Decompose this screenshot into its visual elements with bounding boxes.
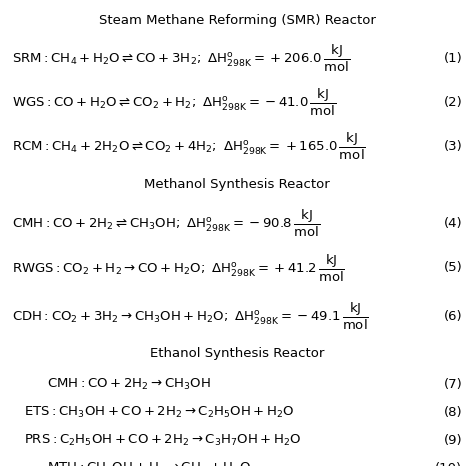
Text: (7): (7) (443, 378, 462, 391)
Text: $\mathrm{WGS: CO + H_2O \rightleftharpoons CO_2 + H_2;\ \Delta H^{o}_{298K} = -4: $\mathrm{WGS: CO + H_2O \rightleftharpoo… (12, 87, 336, 118)
Text: $\mathrm{CMH: CO + 2H_2 \rightarrow CH_3OH}$: $\mathrm{CMH: CO + 2H_2 \rightarrow CH_3… (47, 377, 211, 392)
Text: Methanol Synthesis Reactor: Methanol Synthesis Reactor (144, 178, 330, 191)
Text: Steam Methane Reforming (SMR) Reactor: Steam Methane Reforming (SMR) Reactor (99, 14, 375, 27)
Text: (4): (4) (444, 217, 462, 230)
Text: (9): (9) (444, 434, 462, 447)
Text: $\mathrm{CDH: CO_2 + 3H_2 \rightarrow CH_3OH + H_2O;\ \Delta H^{o}_{298K} = -49.: $\mathrm{CDH: CO_2 + 3H_2 \rightarrow CH… (12, 302, 369, 332)
Text: $\mathrm{SRM: CH_4 + H_2O \rightleftharpoons CO + 3H_2;\ \Delta H^{o}_{298K} = +: $\mathrm{SRM: CH_4 + H_2O \rightleftharp… (12, 43, 350, 74)
Text: (5): (5) (443, 261, 462, 274)
Text: (2): (2) (443, 96, 462, 109)
Text: $\mathrm{PRS: C_2H_5OH + CO + 2H_2 \rightarrow C_3H_7OH + H_2O}$: $\mathrm{PRS: C_2H_5OH + CO + 2H_2 \righ… (24, 433, 301, 448)
Text: (3): (3) (443, 140, 462, 153)
Text: Ethanol Synthesis Reactor: Ethanol Synthesis Reactor (150, 347, 324, 360)
Text: $\mathrm{RWGS: CO_2 + H_2 \rightarrow CO + H_2O;\ \Delta H^{o}_{298K} = +41.2\,\: $\mathrm{RWGS: CO_2 + H_2 \rightarrow CO… (12, 253, 345, 283)
Text: (1): (1) (443, 52, 462, 65)
Text: $\mathrm{MTH: CH_3OH + H_2 \rightarrow CH_4 + H_2O}$: $\mathrm{MTH: CH_3OH + H_2 \rightarrow C… (47, 461, 251, 466)
Text: (10): (10) (435, 462, 462, 466)
Text: $\mathrm{CMH: CO + 2H_2 \rightleftharpoons CH_3OH;\ \Delta H^{o}_{298K} = -90.8\: $\mathrm{CMH: CO + 2H_2 \rightleftharpoo… (12, 208, 320, 239)
Text: (6): (6) (444, 310, 462, 323)
Text: $\mathrm{ETS: CH_3OH + CO + 2H_2 \rightarrow C_2H_5OH + H_2O}$: $\mathrm{ETS: CH_3OH + CO + 2H_2 \righta… (24, 405, 294, 420)
Text: (8): (8) (444, 406, 462, 419)
Text: $\mathrm{RCM: CH_4 + 2H_2O \rightleftharpoons CO_2 + 4H_2;\ \Delta H^{o}_{298K} : $\mathrm{RCM: CH_4 + 2H_2O \rightlefthar… (12, 131, 365, 162)
